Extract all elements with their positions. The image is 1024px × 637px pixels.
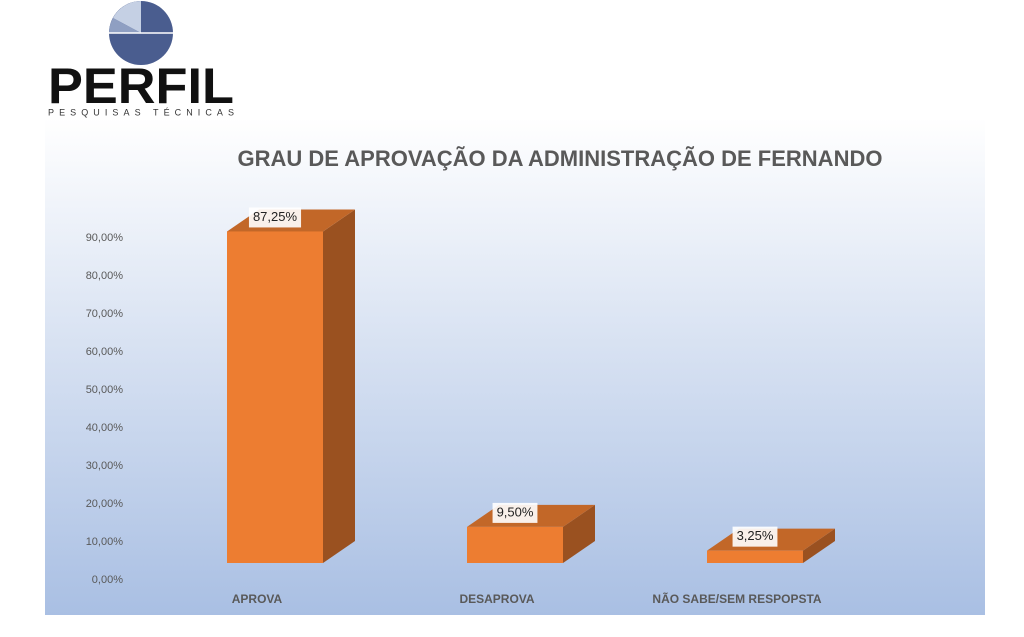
- bar: [467, 526, 563, 563]
- y-tick-label: 50,00%: [86, 384, 124, 396]
- chart-title: GRAU DE APROVAÇÃO DA ADMINISTRAÇÃO DE FE…: [238, 146, 883, 171]
- value-label-bg: [492, 502, 538, 523]
- value-label: 87,25%: [253, 209, 298, 224]
- y-tick-label: 70,00%: [86, 308, 124, 320]
- logo-slice: [109, 18, 141, 33]
- value-label-bg: [248, 207, 302, 228]
- y-tick-label: 90,00%: [86, 232, 124, 244]
- bar: [227, 231, 323, 563]
- y-tick-label: 40,00%: [86, 422, 124, 434]
- logo-name: PERFIL: [48, 58, 234, 114]
- y-tick-label: 10,00%: [86, 536, 124, 548]
- y-tick-label: 60,00%: [86, 346, 124, 358]
- x-tick-label: APROVA: [232, 592, 283, 606]
- logo-slice: [113, 1, 141, 33]
- x-tick-label: DESAPROVA: [459, 592, 534, 606]
- y-tick-label: 20,00%: [86, 498, 124, 510]
- y-tick-label: 0,00%: [92, 574, 123, 586]
- bar: [707, 550, 803, 563]
- value-label-bg: [732, 526, 778, 547]
- y-tick-label: 80,00%: [86, 270, 124, 282]
- bar-side: [803, 528, 835, 563]
- bar-side: [563, 504, 595, 563]
- value-label: 3,25%: [737, 528, 774, 543]
- bar-side: [323, 209, 355, 563]
- x-tick-label: NÃO SABE/SEM RESPOPSTA: [652, 591, 821, 606]
- y-tick-label: 30,00%: [86, 460, 124, 472]
- value-label: 9,50%: [497, 504, 534, 519]
- logo: PERFIL PESQUISAS TÉCNICAS: [48, 1, 234, 117]
